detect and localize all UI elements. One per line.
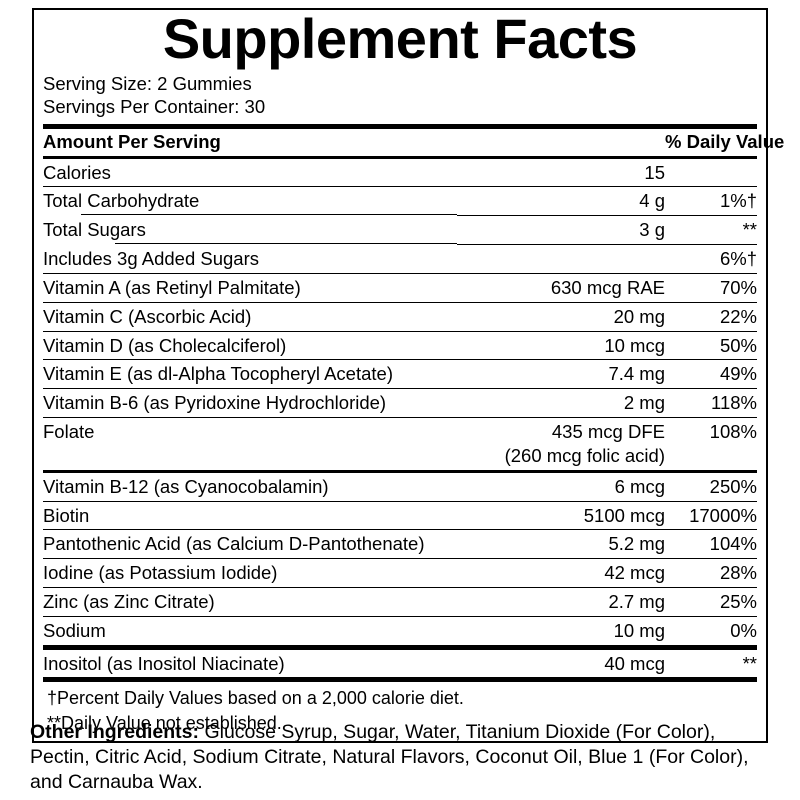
nutrient-amount: 4 g xyxy=(457,186,665,216)
table-header-row: Amount Per Serving % Daily Value xyxy=(43,129,785,157)
nutrient-name: Vitamin B-12 (as Cyanocobalamin) xyxy=(43,469,457,502)
table-row: Vitamin D (as Cholecalciferol) 10 mcg 50… xyxy=(43,330,757,360)
nutrient-dv: 70% xyxy=(665,272,757,303)
nutrient-dv: 250% xyxy=(665,469,757,502)
nutrient-name: Folate xyxy=(43,417,457,472)
nutrient-amount: 3 g xyxy=(457,215,665,245)
nutrient-amount xyxy=(457,244,665,274)
table-row: Total Carbohydrate 4 g 1%† xyxy=(43,186,757,216)
servings-per-container: Servings Per Container: 30 xyxy=(43,95,266,117)
table-row: Vitamin B-6 (as Pyridoxine Hydrochloride… xyxy=(43,388,757,418)
footnote-not-established: **Daily Value not established. xyxy=(47,712,282,733)
nutrient-dv: 28% xyxy=(665,558,757,588)
nutrient-name: Vitamin B-6 (as Pyridoxine Hydrochloride… xyxy=(43,388,457,418)
nutrient-name: Zinc (as Zinc Citrate) xyxy=(43,587,457,617)
nutrient-name: Pantothenic Acid (as Calcium D-Pantothen… xyxy=(43,529,457,559)
nutrient-amount: 5.2 mg xyxy=(457,529,665,559)
nutrient-amount: 630 mcg RAE xyxy=(457,272,665,303)
facts-panel: Supplement Facts Serving Size: 2 Gummies… xyxy=(32,7,785,743)
table-row: Vitamin B-12 (as Cyanocobalamin) 6 mcg 2… xyxy=(43,469,757,502)
nutrient-dv: 0% xyxy=(665,615,757,648)
table-row: Iodine (as Potassium Iodide) 42 mcg 28% xyxy=(43,558,757,588)
nutrient-dv: 1%† xyxy=(665,186,757,216)
rule-above-header xyxy=(43,123,757,129)
serving-size: Serving Size: 2 Gummies xyxy=(43,72,252,94)
other-ingredients-text: Glucose Syrup, Sugar, Water, Titanium Di… xyxy=(30,721,749,793)
table-row: Vitamin C (Ascorbic Acid) 20 mg 22% xyxy=(43,301,757,332)
nutrient-amount: 2.7 mg xyxy=(457,587,665,617)
nutrient-amount: 2 mg xyxy=(457,388,665,418)
rule-below-table xyxy=(43,677,757,683)
nutrient-dv: ** xyxy=(665,644,757,678)
nutrient-amount: 10 mg xyxy=(457,615,665,648)
nutrient-amount: 10 mcg xyxy=(457,330,665,360)
table-row: Calories 15 xyxy=(43,155,757,187)
nutrient-amount-primary: 435 mcg DFE xyxy=(551,421,665,443)
page-title: Supplement Facts xyxy=(162,7,638,70)
nutrient-dv: 104% xyxy=(665,529,757,559)
table-row: Zinc (as Zinc Citrate) 2.7 mg 25% xyxy=(43,587,757,617)
nutrient-dv: 108% xyxy=(665,417,757,472)
nutrient-name: Vitamin C (Ascorbic Acid) xyxy=(43,301,457,332)
table-row: Vitamin E (as dl-Alpha Tocopheryl Acetat… xyxy=(43,359,757,389)
nutrient-dv: 50% xyxy=(665,330,757,360)
table-row: Sodium 10 mg 0% xyxy=(43,615,757,648)
nutrient-amount: 6 mcg xyxy=(457,469,665,502)
table-row: Total Sugars 3 g ** xyxy=(43,214,757,245)
nutrient-name: Iodine (as Potassium Iodide) xyxy=(43,558,457,588)
table-row: Pantothenic Acid (as Calcium D-Pantothen… xyxy=(43,529,757,559)
nutrient-name: Calories xyxy=(43,155,457,187)
column-header-amount: Amount Per Serving xyxy=(43,130,221,152)
table-row: Biotin 5100 mcg 17000% xyxy=(43,500,757,530)
nutrient-amount: 42 mcg xyxy=(457,558,665,588)
table-row: Inositol (as Inositol Niacinate) 40 mcg … xyxy=(43,644,757,678)
nutrient-amount-secondary: (260 mcg folic acid) xyxy=(504,444,665,466)
nutrient-name: Vitamin A (as Retinyl Palmitate) xyxy=(43,272,457,303)
nutrient-name: Vitamin D (as Cholecalciferol) xyxy=(43,330,457,360)
nutrient-dv: 22% xyxy=(665,301,757,332)
nutrient-name: Biotin xyxy=(43,500,457,530)
table-row: Vitamin A (as Retinyl Palmitate) 630 mcg… xyxy=(43,272,757,303)
nutrient-amount: 5100 mcg xyxy=(457,500,665,530)
nutrient-dv: 118% xyxy=(665,388,757,418)
nutrient-name: Inositol (as Inositol Niacinate) xyxy=(43,644,457,678)
nutrient-name: Sodium xyxy=(43,615,457,648)
nutrient-amount: 7.4 mg xyxy=(457,359,665,389)
nutrient-dv: 49% xyxy=(665,359,757,389)
other-ingredients: Other Ingredients: Glucose Syrup, Sugar,… xyxy=(30,720,774,795)
nutrient-dv xyxy=(665,155,757,187)
footnote-daily-value: †Percent Daily Values based on a 2,000 c… xyxy=(47,688,464,709)
nutrient-name: Total Sugars xyxy=(43,214,457,245)
nutrient-dv: 6%† xyxy=(665,244,757,274)
table-row: Includes 3g Added Sugars 6%† xyxy=(43,242,757,274)
nutrient-dv: 17000% xyxy=(665,500,757,530)
column-header-daily-value: % Daily Value xyxy=(665,130,785,152)
footnotes: †Percent Daily Values based on a 2,000 c… xyxy=(43,682,757,736)
nutrient-dv: 25% xyxy=(665,587,757,617)
nutrient-name: Vitamin E (as dl-Alpha Tocopheryl Acetat… xyxy=(43,359,457,389)
nutrient-name: Total Carbohydrate xyxy=(43,186,457,216)
nutrient-amount: 40 mcg xyxy=(457,644,665,678)
nutrition-table: Amount Per Serving % Daily Value Calorie… xyxy=(43,129,785,678)
nutrient-amount: 435 mcg DFE (260 mcg folic acid) xyxy=(457,417,665,472)
column-header-spacer xyxy=(457,129,665,157)
nutrient-name: Includes 3g Added Sugars xyxy=(43,242,457,274)
table-row-folate: Folate 435 mcg DFE (260 mcg folic acid) … xyxy=(43,417,757,472)
nutrient-amount: 15 xyxy=(457,155,665,187)
nutrient-dv: ** xyxy=(665,215,757,245)
nutrient-amount: 20 mg xyxy=(457,301,665,332)
other-ingredients-label: Other Ingredients: xyxy=(30,721,200,743)
